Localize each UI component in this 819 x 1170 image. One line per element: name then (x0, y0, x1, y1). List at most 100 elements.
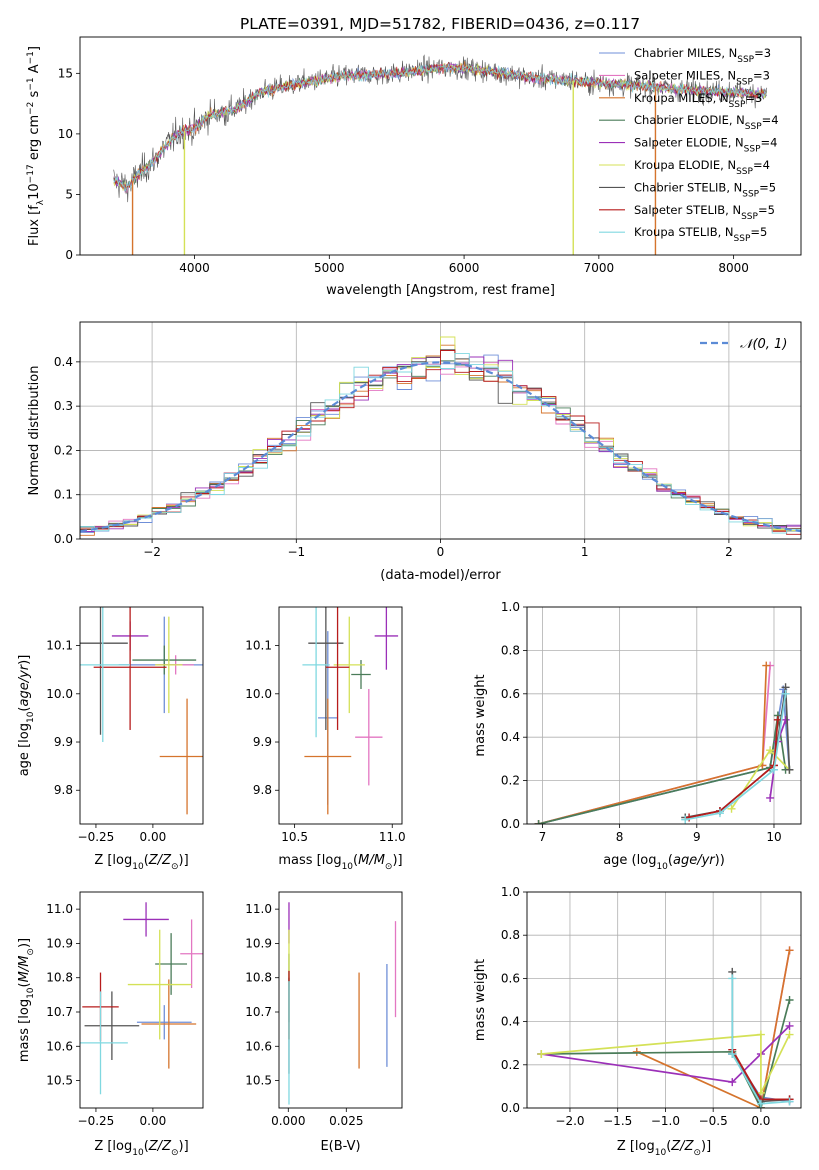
plot-area (537, 946, 794, 1108)
x-tick-label: 0.000 (271, 1114, 305, 1128)
x-tick-label: 2 (725, 545, 733, 559)
x-axis-label: E(B-V) (320, 1139, 360, 1154)
axes-mass_vs_EBV: 0.000 0.025 10.5 10.6 10.7 10.8 10.9 11.0 (245, 891, 403, 1128)
y-tick-label: 0.4 (54, 355, 73, 369)
x-axis-label: mass [log10(M/M⊙)] (278, 853, 402, 872)
legend-entry: Salpeter MILES, NSSP=3 (634, 68, 770, 87)
x-tick-label: 0.025 (329, 1114, 363, 1128)
x-tick-label: 4000 (179, 261, 210, 275)
line-kroupa-stelib (731, 978, 790, 1105)
y-tick-label: 0.6 (501, 971, 520, 985)
marker (534, 820, 543, 824)
marker (728, 974, 737, 983)
y-tick-label: 0.2 (54, 443, 73, 457)
line-chabrier-miles (538, 689, 791, 824)
marker (728, 1078, 737, 1087)
marker (632, 1047, 641, 1056)
y-tick-label: 15 (58, 66, 73, 80)
x-tick-label: 11.0 (379, 830, 406, 844)
x-tick-label: −1 (287, 545, 305, 559)
hist-salpeter-stelib (80, 350, 801, 535)
marker (715, 809, 724, 818)
axes-age_vs_Z: −0.25 0.00 9.8 9.9 10.0 10.1 (46, 606, 204, 844)
x-axis-label: age (log10(age/yr)) (603, 853, 725, 872)
y-tick-label: 1.0 (501, 600, 520, 614)
axes-age_vs_mass: 10.5 11.0 9.8 9.9 10.0 10.1 (245, 606, 406, 844)
marker (727, 804, 736, 813)
y-axis-label: Flux [fλ10−17 erg cm−2 s−1 A−1] (26, 46, 46, 246)
plot-area (80, 336, 801, 536)
x-tick-label: 0.00 (140, 830, 167, 844)
marker (781, 689, 790, 698)
y-tick-label: 0.8 (501, 643, 520, 657)
y-tick-label: 11.0 (46, 902, 73, 916)
y-tick-label: 10.6 (46, 1039, 73, 1053)
axes-frame (79, 36, 802, 256)
y-tick-label: 10.1 (46, 639, 73, 653)
x-tick-label: 10 (766, 830, 781, 844)
axes-frame (278, 606, 403, 825)
x-tick-label: 9 (693, 830, 701, 844)
legend-entry: Kroupa ELODIE, NSSP=4 (634, 158, 770, 177)
plot-area (80, 607, 203, 815)
y-tick-label: 0.2 (501, 774, 520, 788)
legend-entry: Salpeter STELIB, NSSP=5 (634, 203, 775, 222)
x-tick-label: 8000 (718, 261, 749, 275)
y-tick-label: 10.5 (46, 1074, 73, 1088)
x-tick-label: 8 (616, 830, 624, 844)
y-tick-label: 10.9 (46, 936, 73, 950)
y-axis-label: mass [log10(M/M⊙)] (17, 938, 36, 1062)
y-tick-label: 9.8 (253, 783, 272, 797)
x-tick-label: 0.0 (751, 1114, 770, 1128)
y-tick-label: 10.9 (245, 936, 272, 950)
marker (769, 765, 778, 774)
y-tick-label: 0.1 (54, 488, 73, 502)
plot-area (302, 607, 399, 815)
marker (785, 1021, 794, 1030)
marker (762, 661, 771, 670)
y-tick-label: 10 (58, 127, 73, 141)
hist-legend-label: 𝒩(0, 1) (740, 337, 787, 352)
marker (537, 1050, 546, 1058)
marker (785, 996, 794, 1004)
y-axis-label: mass weight (473, 959, 488, 1041)
marker (766, 746, 775, 755)
y-tick-label: 0.0 (54, 532, 73, 546)
y-tick-label: 0.3 (54, 399, 73, 413)
axes-frame (79, 606, 204, 825)
x-axis-label: wavelength [Angstrom, rest frame] (326, 283, 555, 298)
x-axis-label: Z [log10(Z/Z⊙)] (94, 853, 188, 872)
y-axis-label: mass weight (473, 674, 488, 756)
x-tick-label: 5000 (314, 261, 345, 275)
spectrum-salpeter-miles (113, 62, 767, 193)
plot-area (534, 661, 794, 824)
axes-frame (278, 891, 403, 1109)
y-tick-label: 0.2 (501, 1058, 520, 1072)
marker (785, 1097, 794, 1106)
marker (766, 793, 775, 802)
plot-area (113, 54, 768, 255)
x-axis-label: Z [log10(Z/Z⊙)] (94, 1139, 188, 1158)
marker (756, 1099, 765, 1108)
y-tick-label: 9.9 (54, 735, 73, 749)
axes-mass_vs_Z: −0.25 0.00 10.5 10.6 10.7 10.8 10.9 11.0 (46, 891, 204, 1128)
y-axis-label: Normed distribution (27, 366, 42, 496)
line-kroupa-elodie (730, 748, 791, 810)
y-tick-label: 0.8 (501, 928, 520, 942)
x-tick-label: 7 (539, 830, 547, 844)
legend-entry: Kroupa MILES, NSSP=3 (634, 91, 762, 110)
marker (785, 765, 794, 774)
y-tick-label: 0 (65, 248, 73, 262)
spectrum-kroupa-stelib (113, 63, 767, 192)
legend-entry: Chabrier STELIB, NSSP=5 (634, 180, 776, 199)
x-tick-label: −2.0 (555, 1114, 584, 1128)
normal-curve (80, 361, 801, 533)
x-tick-label: 0 (437, 545, 445, 559)
x-tick-label: −2 (143, 545, 161, 559)
x-axis-label: Z [log10(Z/Z⊙)] (617, 1139, 711, 1158)
plot-area (80, 902, 203, 1095)
x-tick-label: 6000 (449, 261, 480, 275)
y-tick-label: 0.4 (501, 730, 520, 744)
marker (785, 946, 794, 955)
